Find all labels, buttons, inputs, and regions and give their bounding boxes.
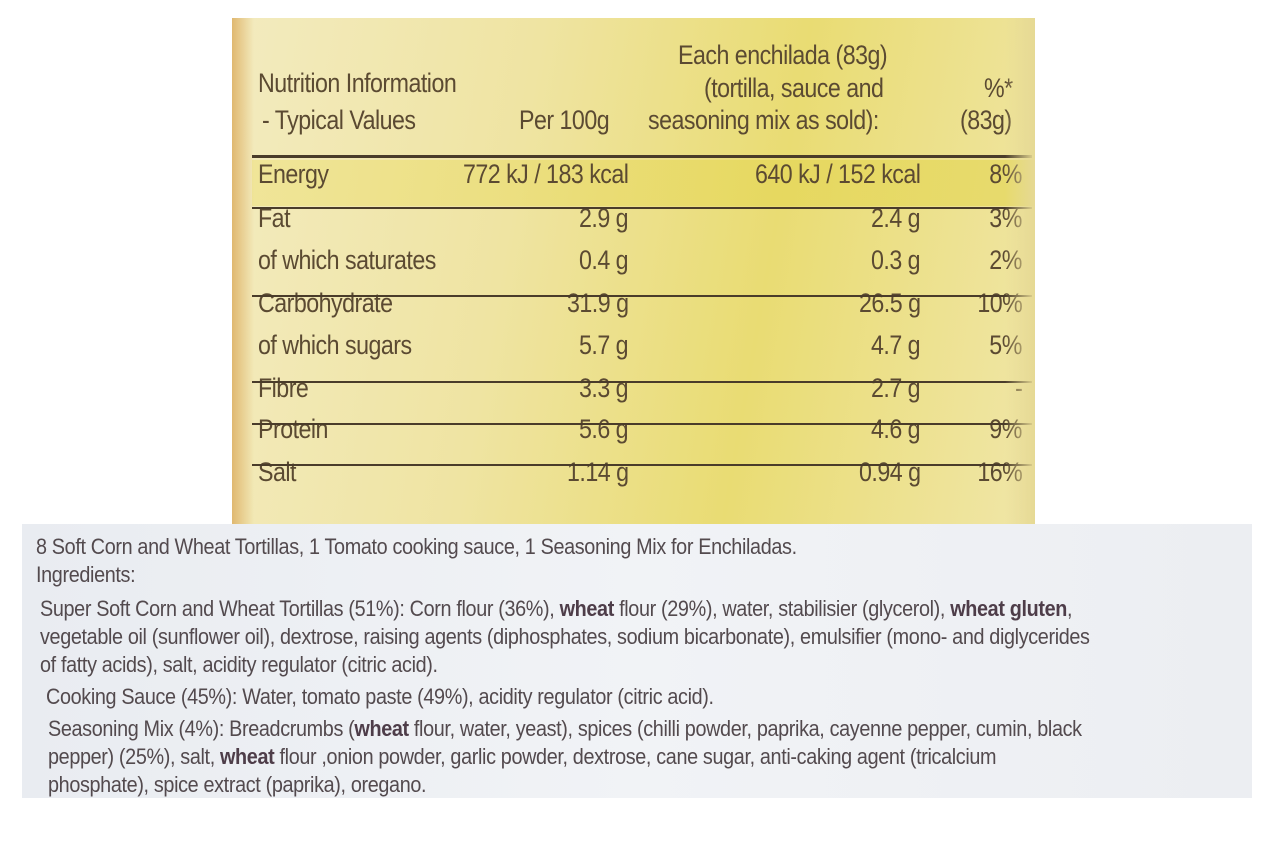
divider-after-saturates (252, 295, 1032, 297)
row-per100g: 3.3 g (578, 373, 629, 403)
pack-contents: 8 Soft Corn and Wheat Tortillas, 1 Tomat… (36, 534, 797, 559)
ingredients-seasoning-line2: pepper) (25%), salt, wheat flour ,onion … (48, 744, 997, 769)
ingredients-seasoning-line1: Seasoning Mix (4%): Breadcrumbs (wheat f… (48, 716, 1082, 741)
row-pct: 3% (989, 203, 1022, 233)
row-per100g: 772 kJ / 183 kcal (462, 159, 629, 189)
ingredients-tortillas-line2: vegetable oil (sunflower oil), dextrose,… (40, 624, 1090, 649)
row-label: of which saturates (258, 245, 436, 275)
row-per100g: 0.4 g (578, 245, 629, 275)
row-per100g: 2.9 g (578, 203, 629, 233)
divider-after-sugars (252, 381, 1032, 383)
row-pct: - (1014, 373, 1023, 403)
row-per100g: 5.6 g (578, 414, 629, 444)
row-per100g: 5.7 g (578, 330, 629, 360)
row-label: of which sugars (258, 330, 412, 360)
row-label: Fat (258, 203, 291, 233)
divider-after-energy (252, 207, 1032, 209)
row-label: Salt (258, 457, 296, 487)
ingredients-tortillas-line3: of fatty acids), salt, acidity regulator… (40, 652, 438, 677)
row-label: Energy (258, 159, 329, 189)
header-each-line2: (tortilla, sauce and (704, 73, 884, 103)
header-pct-line1: %* (984, 73, 1013, 103)
row-per100g: 31.9 g (566, 288, 629, 318)
row-pct: 8% (989, 159, 1022, 189)
row-label: Fibre (258, 373, 309, 403)
row-label: Carbohydrate (258, 288, 393, 318)
header-title-line2: - Typical Values (262, 105, 416, 135)
header-per100g: Per 100g (519, 105, 610, 135)
ingredients-tortillas-line1: Super Soft Corn and Wheat Tortillas (51%… (40, 596, 1073, 621)
header-title-line1: Nutrition Information (258, 68, 457, 98)
energy-row-highlight (252, 160, 1035, 206)
header-each-line1: Each enchilada (83g) (678, 40, 888, 70)
row-pct: 9% (989, 414, 1022, 444)
row-each: 2.7 g (870, 373, 921, 403)
row-each: 0.3 g (870, 245, 921, 275)
row-each: 4.6 g (870, 414, 921, 444)
row-pct: 5% (989, 330, 1022, 360)
header-pct-line2: (83g) (960, 105, 1012, 135)
row-each: 4.7 g (870, 330, 921, 360)
row-each: 0.94 g (858, 457, 921, 487)
header-each-line3: seasoning mix as sold): (648, 105, 879, 135)
ingredients-cooking-sauce: Cooking Sauce (45%): Water, tomato paste… (46, 684, 714, 709)
row-each: 2.4 g (870, 203, 921, 233)
row-each: 640 kJ / 152 kcal (754, 159, 921, 189)
ingredients-seasoning-line3: phosphate), spice extract (paprika), ore… (48, 772, 427, 797)
row-each: 26.5 g (858, 288, 921, 318)
ingredients-heading: Ingredients: (36, 562, 136, 587)
divider-after-fibre (252, 423, 1032, 425)
ingredients-label: 8 Soft Corn and Wheat Tortillas, 1 Tomat… (22, 524, 1252, 798)
divider-after-protein (252, 464, 1032, 466)
nutrition-table: Nutrition Information - Typical Values P… (232, 18, 1035, 524)
header-divider (252, 155, 1032, 158)
row-pct: 2% (989, 245, 1022, 275)
row-label: Protein (258, 414, 328, 444)
row-per100g: 1.14 g (566, 457, 629, 487)
